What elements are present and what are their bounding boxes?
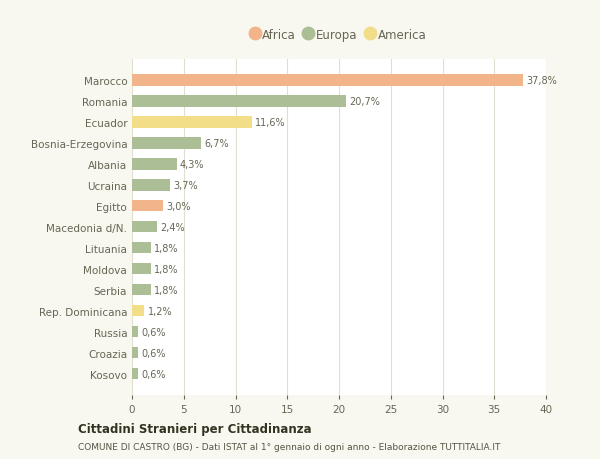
Bar: [132, 263, 151, 275]
Bar: [132, 75, 523, 86]
Text: 1,8%: 1,8%: [154, 243, 178, 253]
Bar: [132, 368, 138, 380]
Text: 0,6%: 0,6%: [142, 327, 166, 337]
Bar: [132, 117, 252, 128]
Bar: [132, 284, 151, 296]
Bar: [132, 96, 346, 107]
Text: 6,7%: 6,7%: [205, 139, 229, 148]
Text: 3,7%: 3,7%: [173, 180, 198, 190]
Text: 1,8%: 1,8%: [154, 264, 178, 274]
Bar: [132, 326, 138, 338]
Text: 11,6%: 11,6%: [255, 118, 286, 128]
Text: 0,6%: 0,6%: [142, 369, 166, 379]
Text: 4,3%: 4,3%: [179, 159, 204, 169]
Bar: [132, 242, 151, 254]
Text: 1,8%: 1,8%: [154, 285, 178, 295]
Legend: Africa, Europa, America: Africa, Europa, America: [248, 25, 430, 45]
Bar: [132, 159, 176, 170]
Text: 37,8%: 37,8%: [526, 76, 557, 86]
Text: 1,2%: 1,2%: [148, 306, 172, 316]
Text: 20,7%: 20,7%: [349, 96, 380, 106]
Bar: [132, 305, 145, 317]
Bar: [132, 179, 170, 191]
Bar: [132, 201, 163, 212]
Text: 3,0%: 3,0%: [166, 202, 191, 211]
Bar: [132, 221, 157, 233]
Bar: [132, 347, 138, 358]
Text: 2,4%: 2,4%: [160, 222, 185, 232]
Text: Cittadini Stranieri per Cittadinanza: Cittadini Stranieri per Cittadinanza: [78, 422, 311, 436]
Text: COMUNE DI CASTRO (BG) - Dati ISTAT al 1° gennaio di ogni anno - Elaborazione TUT: COMUNE DI CASTRO (BG) - Dati ISTAT al 1°…: [78, 442, 500, 451]
Text: 0,6%: 0,6%: [142, 348, 166, 358]
Bar: [132, 138, 202, 149]
